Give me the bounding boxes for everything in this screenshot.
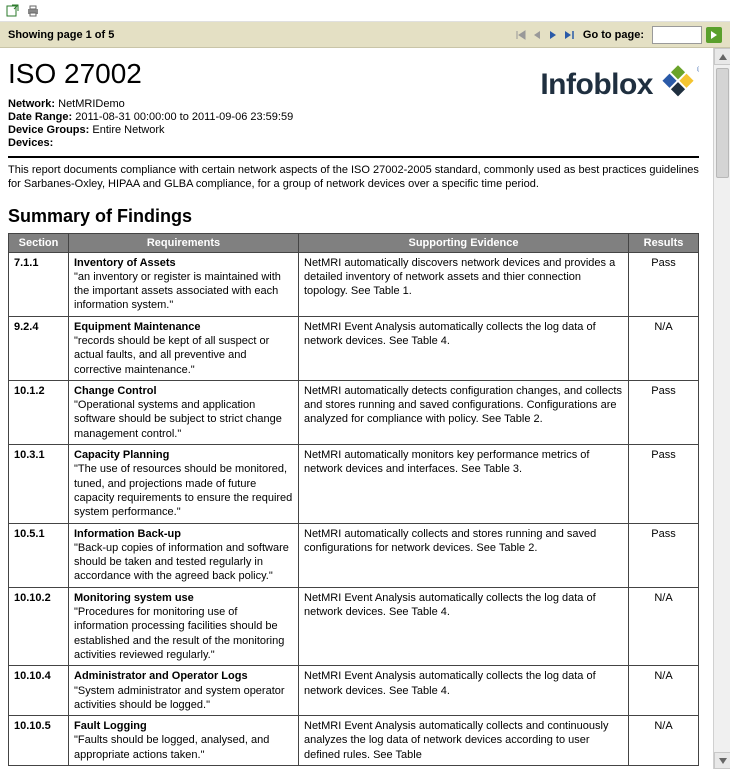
scrollbar[interactable] [713, 48, 730, 769]
cell-requirements: Capacity Planning"The use of resources s… [69, 445, 299, 523]
table-row: 10.5.1Information Back-up"Back-up copies… [9, 523, 699, 587]
th-evidence: Supporting Evidence [299, 233, 629, 252]
print-icon[interactable] [26, 4, 40, 18]
cell-evidence: NetMRI Event Analysis automatically coll… [299, 587, 629, 665]
cell-evidence: NetMRI Event Analysis automatically coll… [299, 716, 629, 766]
scroll-up-icon[interactable] [714, 48, 730, 65]
th-results: Results [629, 233, 699, 252]
prev-page-icon[interactable] [531, 28, 543, 42]
cell-evidence: NetMRI automatically collects and stores… [299, 523, 629, 587]
meta-devices: Devices: [8, 137, 499, 149]
cell-section: 10.10.4 [9, 666, 69, 716]
cell-result: Pass [629, 252, 699, 316]
last-page-icon[interactable] [563, 28, 575, 42]
cell-evidence: NetMRI Event Analysis automatically coll… [299, 666, 629, 716]
report-title: ISO 27002 [8, 58, 499, 90]
cell-evidence: NetMRI Event Analysis automatically coll… [299, 316, 629, 380]
svg-text:®: ® [697, 65, 699, 74]
table-row: 10.1.2Change Control"Operational systems… [9, 380, 699, 444]
cell-requirements: Administrator and Operator Logs"System a… [69, 666, 299, 716]
table-row: 10.10.4Administrator and Operator Logs"S… [9, 666, 699, 716]
scroll-down-icon[interactable] [714, 752, 730, 769]
cell-section: 7.1.1 [9, 252, 69, 316]
cell-requirements: Information Back-up"Back-up copies of in… [69, 523, 299, 587]
cell-section: 10.10.2 [9, 587, 69, 665]
cell-section: 10.5.1 [9, 523, 69, 587]
goto-page-input[interactable] [652, 26, 702, 44]
logo-text: Infoblox [540, 68, 653, 102]
cell-evidence: NetMRI automatically discovers network d… [299, 252, 629, 316]
cell-result: Pass [629, 445, 699, 523]
cell-result: Pass [629, 523, 699, 587]
intro-text: This report documents compliance with ce… [8, 164, 699, 192]
cell-requirements: Change Control"Operational systems and a… [69, 380, 299, 444]
cell-section: 10.1.2 [9, 380, 69, 444]
table-row: 10.10.5Fault Logging"Faults should be lo… [9, 716, 699, 766]
table-row: 7.1.1Inventory of Assets"an inventory or… [9, 252, 699, 316]
divider [8, 156, 699, 158]
cell-result: Pass [629, 380, 699, 444]
cell-section: 9.2.4 [9, 316, 69, 380]
cell-requirements: Inventory of Assets"an inventory or regi… [69, 252, 299, 316]
cell-result: N/A [629, 716, 699, 766]
goto-label: Go to page: [583, 29, 644, 41]
table-row: 10.10.2Monitoring system use"Procedures … [9, 587, 699, 665]
cell-requirements: Monitoring system use"Procedures for mon… [69, 587, 299, 665]
summary-heading: Summary of Findings [8, 206, 699, 227]
cell-requirements: Fault Logging"Faults should be logged, a… [69, 716, 299, 766]
cell-result: N/A [629, 666, 699, 716]
next-page-icon[interactable] [547, 28, 559, 42]
logo: Infoblox ® [499, 58, 699, 106]
th-requirements: Requirements [69, 233, 299, 252]
cell-result: N/A [629, 587, 699, 665]
goto-page-button[interactable] [706, 27, 722, 43]
cell-section: 10.3.1 [9, 445, 69, 523]
page-indicator: Showing page 1 of 5 [8, 29, 515, 41]
first-page-icon[interactable] [515, 28, 527, 42]
cell-section: 10.10.5 [9, 716, 69, 766]
report-viewer: ISO 27002 Network: NetMRIDemo Date Range… [0, 48, 730, 769]
cell-evidence: NetMRI automatically monitors key perfor… [299, 445, 629, 523]
table-row: 9.2.4Equipment Maintenance"records shoul… [9, 316, 699, 380]
table-row: 10.3.1Capacity Planning"The use of resou… [9, 445, 699, 523]
meta-network: Network: NetMRIDemo [8, 98, 499, 110]
cell-requirements: Equipment Maintenance"records should be … [69, 316, 299, 380]
cell-result: N/A [629, 316, 699, 380]
pager-bar: Showing page 1 of 5 Go to page: [0, 22, 730, 48]
meta-daterange: Date Range: 2011-08-31 00:00:00 to 2011-… [8, 111, 499, 123]
th-section: Section [9, 233, 69, 252]
top-iconbar [0, 0, 730, 22]
cell-evidence: NetMRI automatically detects configurati… [299, 380, 629, 444]
logo-icon: ® [657, 64, 699, 106]
scroll-thumb[interactable] [716, 68, 729, 178]
meta-devicegroups: Device Groups: Entire Network [8, 124, 499, 136]
findings-table: Section Requirements Supporting Evidence… [8, 233, 699, 767]
report-page: ISO 27002 Network: NetMRIDemo Date Range… [0, 48, 713, 769]
table-header-row: Section Requirements Supporting Evidence… [9, 233, 699, 252]
export-icon[interactable] [6, 4, 20, 18]
